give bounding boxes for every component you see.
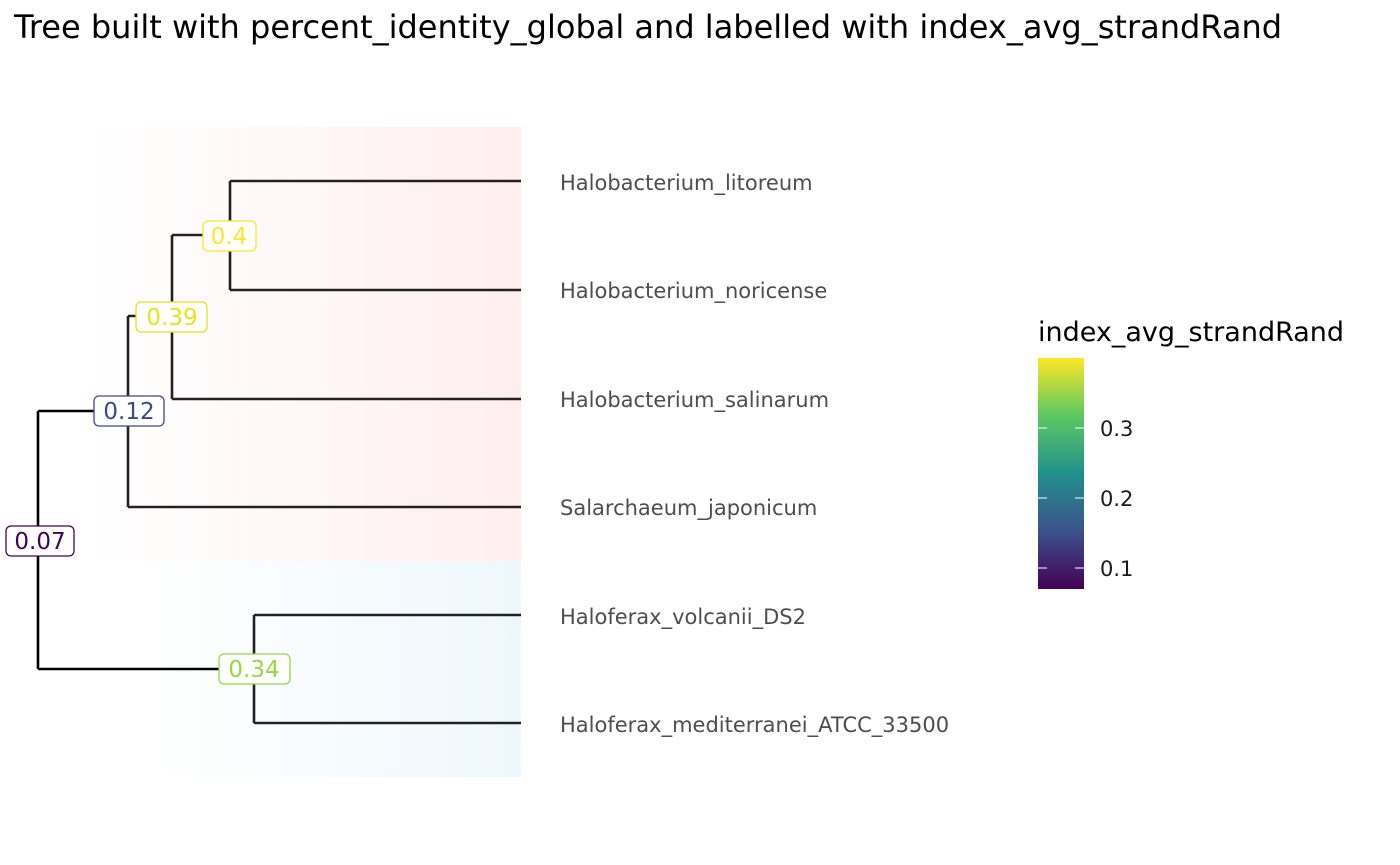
legend-tick-label: 0.3 [1100, 417, 1133, 441]
node-label-root: 0.07 [5, 525, 75, 557]
legend-tick-label: 0.2 [1100, 487, 1133, 511]
tip-label: Halobacterium_noricense [560, 279, 827, 304]
legend-title: index_avg_strandRand [1038, 317, 1344, 348]
node-label-text: 0.39 [146, 305, 197, 331]
node-label-039: 0.39 [135, 301, 208, 333]
tip-label: Haloferax_volcanii_DS2 [560, 605, 806, 630]
node-label-04: 0.4 [202, 220, 257, 252]
legend-colorbar [1038, 358, 1084, 589]
tip-label: Halobacterium_litoreum [560, 171, 813, 196]
node-label-text: 0.12 [103, 399, 154, 425]
legend-tick-label: 0.1 [1100, 557, 1133, 581]
node-label-012: 0.12 [93, 395, 165, 427]
clade-highlight-halobacteriaceae [85, 127, 521, 561]
color-legend: index_avg_strandRand 0.1 0.2 0.3 [1038, 317, 1344, 589]
node-label-034: 0.34 [218, 653, 291, 685]
node-labels: 0.07 0.12 0.39 0.4 0.34 [5, 220, 291, 685]
node-label-text: 0.4 [211, 224, 248, 250]
node-label-text: 0.34 [228, 657, 279, 683]
node-label-text: 0.07 [14, 529, 65, 555]
chart-title: Tree built with percent_identity_global … [14, 8, 1283, 46]
tip-label: Salarchaeum_japonicum [560, 496, 817, 521]
tip-labels: Halobacterium_litoreum Halobacterium_nor… [560, 171, 949, 738]
tip-label: Haloferax_mediterranei_ATCC_33500 [560, 713, 949, 738]
tip-label: Halobacterium_salinarum [560, 388, 829, 413]
